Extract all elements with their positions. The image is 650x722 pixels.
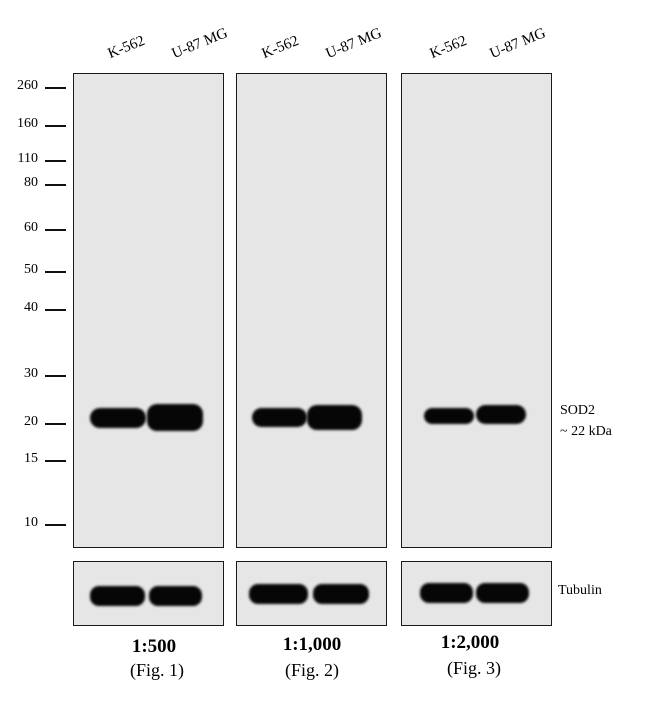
sod2-band-k562-1 (90, 408, 146, 428)
tubulin-band-k562-1 (90, 586, 145, 606)
tubulin-band-k562-2 (249, 584, 308, 604)
marker-tick-30 (45, 375, 66, 377)
figure-label-1: (Fig. 1) (130, 660, 184, 680)
target-name-label: SOD2 (560, 403, 596, 418)
tubulin-panel-2 (236, 561, 387, 626)
target-size-label: ~ 22 kDa (560, 424, 612, 439)
marker-label-20: 20 (24, 414, 38, 429)
marker-tick-50 (45, 271, 66, 273)
marker-label-10: 10 (24, 515, 38, 530)
marker-tick-15 (45, 460, 66, 462)
dilution-label-3: 1:2,000 (440, 632, 500, 653)
marker-label-80: 80 (24, 175, 38, 190)
marker-label-110: 110 (17, 151, 38, 166)
loading-control-label: Tubulin (558, 583, 602, 598)
marker-label-15: 15 (24, 451, 38, 466)
sod2-band-u87mg-1 (147, 404, 203, 431)
tubulin-panel-3 (401, 561, 552, 626)
tubulin-band-u87mg-3 (476, 583, 529, 603)
sod2-band-k562-3 (424, 408, 474, 424)
blot-panel-3 (401, 73, 552, 548)
figure-label-3: (Fig. 3) (447, 658, 501, 678)
marker-label-260: 260 (17, 78, 38, 93)
lane-label-u87mg-panel3: U-87 MG (487, 25, 549, 63)
marker-label-30: 30 (24, 366, 38, 381)
dilution-label-1: 1:500 (131, 636, 177, 657)
figure-label-2: (Fig. 2) (285, 660, 339, 680)
sod2-band-u87mg-2 (307, 405, 362, 430)
blot-panel-1 (73, 73, 224, 548)
sod2-band-k562-2 (252, 408, 307, 427)
marker-tick-160 (45, 125, 66, 127)
tubulin-band-k562-3 (420, 583, 473, 603)
lane-label-k562-panel3: K-562 (427, 32, 470, 63)
lane-label-u87mg-panel2: U-87 MG (323, 25, 385, 63)
marker-tick-40 (45, 309, 66, 311)
lane-label-u87mg-panel1: U-87 MG (169, 25, 231, 63)
dilution-label-2: 1:1,000 (282, 634, 342, 655)
tubulin-panel-1 (73, 561, 224, 626)
marker-tick-80 (45, 184, 66, 186)
marker-label-60: 60 (24, 220, 38, 235)
marker-tick-60 (45, 229, 66, 231)
marker-label-40: 40 (24, 300, 38, 315)
marker-label-160: 160 (17, 116, 38, 131)
marker-tick-20 (45, 423, 66, 425)
tubulin-band-u87mg-2 (313, 584, 369, 604)
lane-label-k562-panel1: K-562 (105, 32, 148, 63)
marker-tick-260 (45, 87, 66, 89)
marker-label-50: 50 (24, 262, 38, 277)
blot-panel-2 (236, 73, 387, 548)
lane-label-k562-panel2: K-562 (259, 32, 302, 63)
tubulin-band-u87mg-1 (149, 586, 202, 606)
sod2-band-u87mg-3 (476, 405, 526, 424)
marker-tick-10 (45, 524, 66, 526)
marker-tick-110 (45, 160, 66, 162)
